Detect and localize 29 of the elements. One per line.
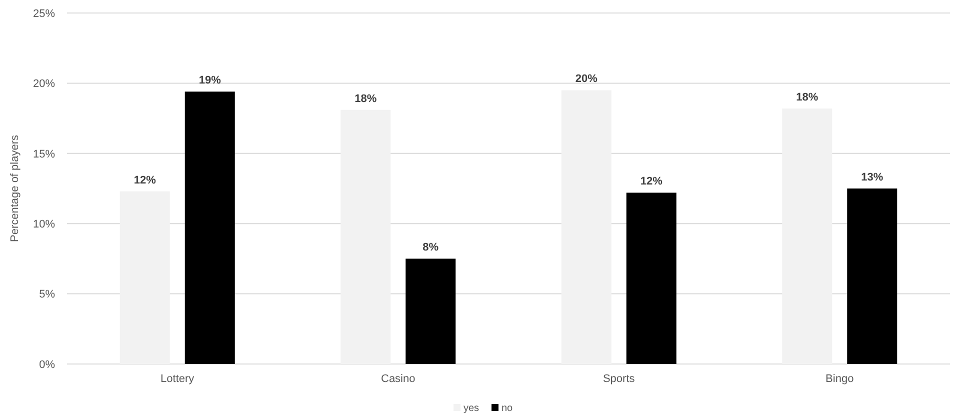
data-label: 18%: [796, 91, 818, 104]
y-tick-label: 25%: [32, 8, 56, 20]
bar: [184, 92, 235, 364]
y-tick-label: 20%: [32, 78, 56, 90]
bar: [340, 110, 391, 364]
x-tick-label: Bingo: [826, 373, 854, 385]
bar: [847, 188, 898, 364]
y-tick-label: 0%: [39, 358, 56, 371]
bar: [561, 90, 612, 364]
bar: [120, 191, 170, 364]
data-label: 18%: [354, 92, 377, 105]
y-tick-label: 10%: [32, 218, 56, 230]
legend-label: no: [502, 403, 514, 414]
bar: [406, 258, 456, 364]
data-label: 8%: [422, 242, 439, 254]
x-tick-label: Casino: [381, 373, 416, 385]
bar: [626, 192, 676, 364]
x-tick-label: Lottery: [160, 373, 195, 385]
legend-label: yes: [464, 403, 480, 414]
y-tick-label: 5%: [39, 288, 56, 301]
bar: [782, 108, 832, 364]
x-tick-label: Sports: [602, 373, 636, 385]
data-label: 13%: [861, 172, 884, 184]
y-tick-label: 15%: [32, 148, 56, 160]
data-label: 12%: [640, 176, 663, 188]
y-axis-title: Percentage of players: [9, 134, 21, 242]
data-label: 19%: [198, 74, 222, 87]
data-label: 20%: [575, 73, 598, 86]
data-label: 12%: [134, 174, 156, 186]
